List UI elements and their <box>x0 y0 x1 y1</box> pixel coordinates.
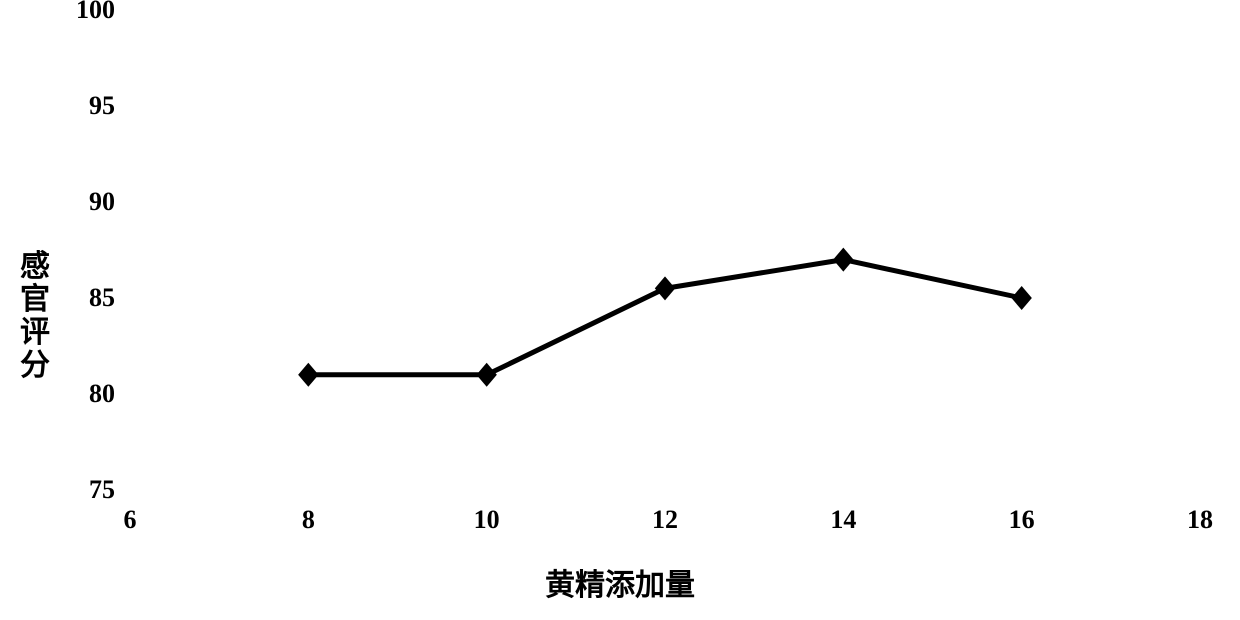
chart-container: 感官评分 黄精添加量 7580859095100 681012141618 <box>0 0 1240 620</box>
line-plot <box>0 0 1240 620</box>
